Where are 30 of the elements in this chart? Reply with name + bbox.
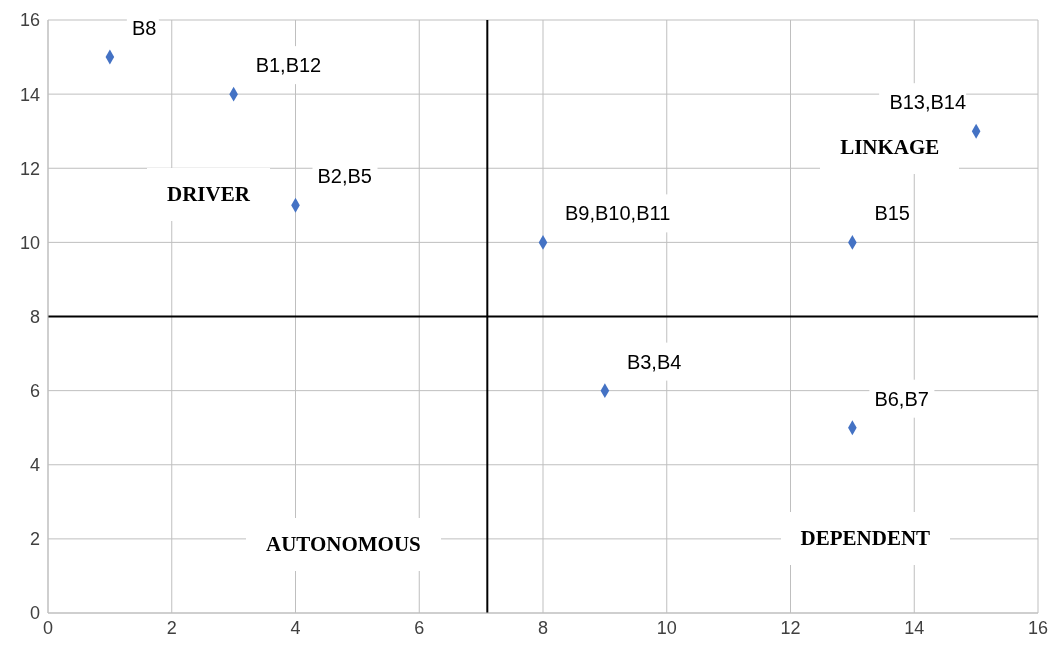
annotation: B9,B10,B11 [565,202,671,225]
x-tick-label: 10 [656,617,677,638]
x-tick-label: 12 [780,617,801,638]
y-tick-label: 6 [29,381,40,402]
annotation: DEPENDENT [780,512,951,566]
y-tick-label: 0 [29,603,40,624]
x-tick-label: 0 [42,617,54,638]
annotation: DRIVER [147,168,270,222]
y-tick-label: 8 [29,306,40,327]
annotation: B15 [874,202,910,225]
annotation: B1,B12 [255,54,322,77]
y-tick-label: 4 [29,455,40,476]
annotation: B13,B14 [889,91,967,114]
x-tick-label: 6 [414,617,425,638]
annotation: B2,B5 [317,165,372,188]
x-tick-label: 4 [290,617,301,638]
annotation: B6,B7 [874,387,929,410]
annotation: LINKAGE [820,120,960,174]
y-tick-label: 12 [19,158,40,179]
x-tick-label: 16 [1027,617,1049,638]
x-tick-label: 8 [537,617,549,638]
annotation: B3,B4 [626,350,682,373]
y-tick-label: 10 [19,232,40,253]
annotation: AUTONOMOUS [246,518,441,572]
y-tick-label: 2 [29,529,40,550]
x-tick-label: 2 [166,617,177,638]
y-tick-label: 16 [19,10,40,31]
annotation: B8 [131,17,157,40]
x-tick-label: 14 [904,617,925,638]
y-tick-label: 14 [19,84,40,105]
